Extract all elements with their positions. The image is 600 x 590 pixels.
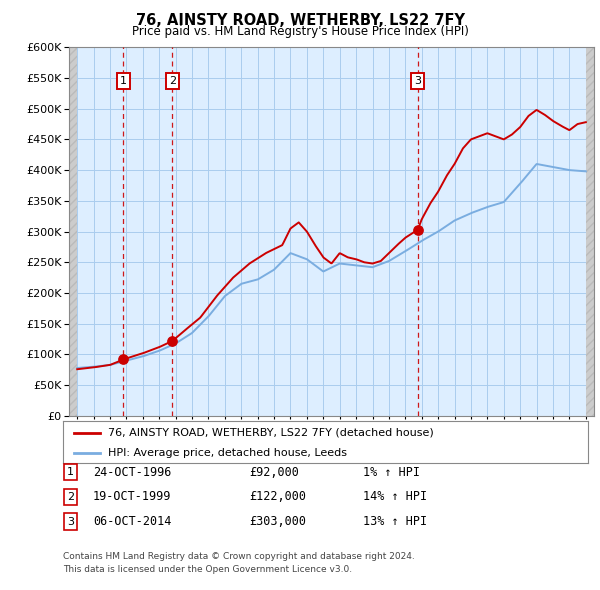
Text: £303,000: £303,000	[249, 515, 306, 528]
Point	[167, 336, 177, 346]
Text: 3: 3	[414, 76, 421, 86]
Text: 1: 1	[67, 467, 74, 477]
Bar	[586, 47, 594, 416]
Text: 2: 2	[67, 492, 74, 502]
Text: This data is licensed under the Open Government Licence v3.0.: This data is licensed under the Open Gov…	[63, 565, 352, 575]
Text: 19-OCT-1999: 19-OCT-1999	[93, 490, 172, 503]
Text: 3: 3	[67, 517, 74, 526]
Text: 14% ↑ HPI: 14% ↑ HPI	[363, 490, 427, 503]
Text: 76, AINSTY ROAD, WETHERBY, LS22 7FY: 76, AINSTY ROAD, WETHERBY, LS22 7FY	[136, 13, 464, 28]
Text: 2: 2	[169, 76, 176, 86]
Text: 1: 1	[120, 76, 127, 86]
Point	[413, 225, 422, 234]
Bar	[69, 47, 77, 416]
Point	[119, 355, 128, 364]
Text: Contains HM Land Registry data © Crown copyright and database right 2024.: Contains HM Land Registry data © Crown c…	[63, 552, 415, 562]
Text: 13% ↑ HPI: 13% ↑ HPI	[363, 515, 427, 528]
Text: 24-OCT-1996: 24-OCT-1996	[93, 466, 172, 478]
Text: £92,000: £92,000	[249, 466, 299, 478]
Text: 06-OCT-2014: 06-OCT-2014	[93, 515, 172, 528]
Text: 1% ↑ HPI: 1% ↑ HPI	[363, 466, 420, 478]
Text: HPI: Average price, detached house, Leeds: HPI: Average price, detached house, Leed…	[107, 448, 347, 457]
Text: 76, AINSTY ROAD, WETHERBY, LS22 7FY (detached house): 76, AINSTY ROAD, WETHERBY, LS22 7FY (det…	[107, 428, 433, 438]
Text: £122,000: £122,000	[249, 490, 306, 503]
Text: Price paid vs. HM Land Registry's House Price Index (HPI): Price paid vs. HM Land Registry's House …	[131, 25, 469, 38]
